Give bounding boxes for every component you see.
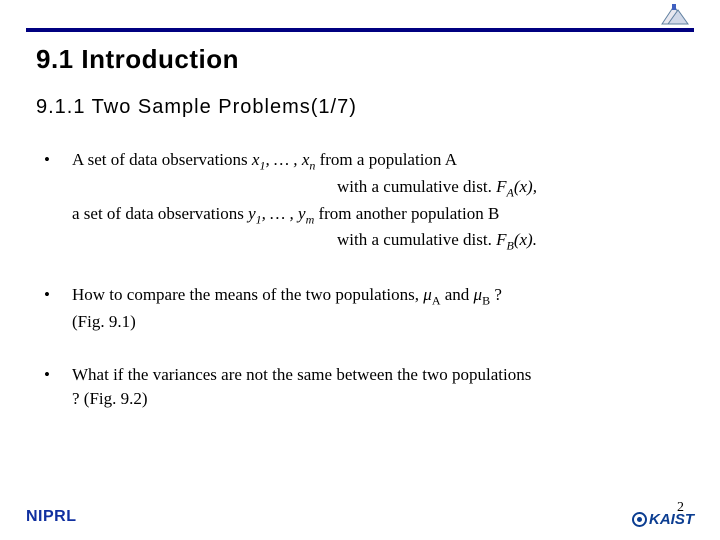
corner-decoration-icon [654,2,694,26]
bullet-mark: • [44,363,72,412]
bullet-1: • A set of data observations x1, … , xn … [44,148,680,255]
bullet-mark: • [44,148,72,255]
bullet-mark: • [44,283,72,334]
bullet-body: A set of data observations x1, … , xn fr… [72,148,680,255]
footer-left-label: NIPRL [26,508,77,526]
footer-right-logo: KAIST [632,511,694,528]
bullet-2: • How to compare the means of the two po… [44,283,680,334]
bullet-3: • What if the variances are not the same… [44,363,680,412]
bullet-body: How to compare the means of the two popu… [72,283,680,334]
kaist-icon [632,512,647,527]
header-rule [26,28,694,32]
bullet-body: What if the variances are not the same b… [72,363,680,412]
kaist-text: KAIST [649,511,694,528]
section-subtitle: 9.1.1 Two Sample Problems(1/7) [36,96,357,119]
section-title: 9.1 Introduction [36,44,239,75]
content-area: • A set of data observations x1, … , xn … [44,148,680,440]
